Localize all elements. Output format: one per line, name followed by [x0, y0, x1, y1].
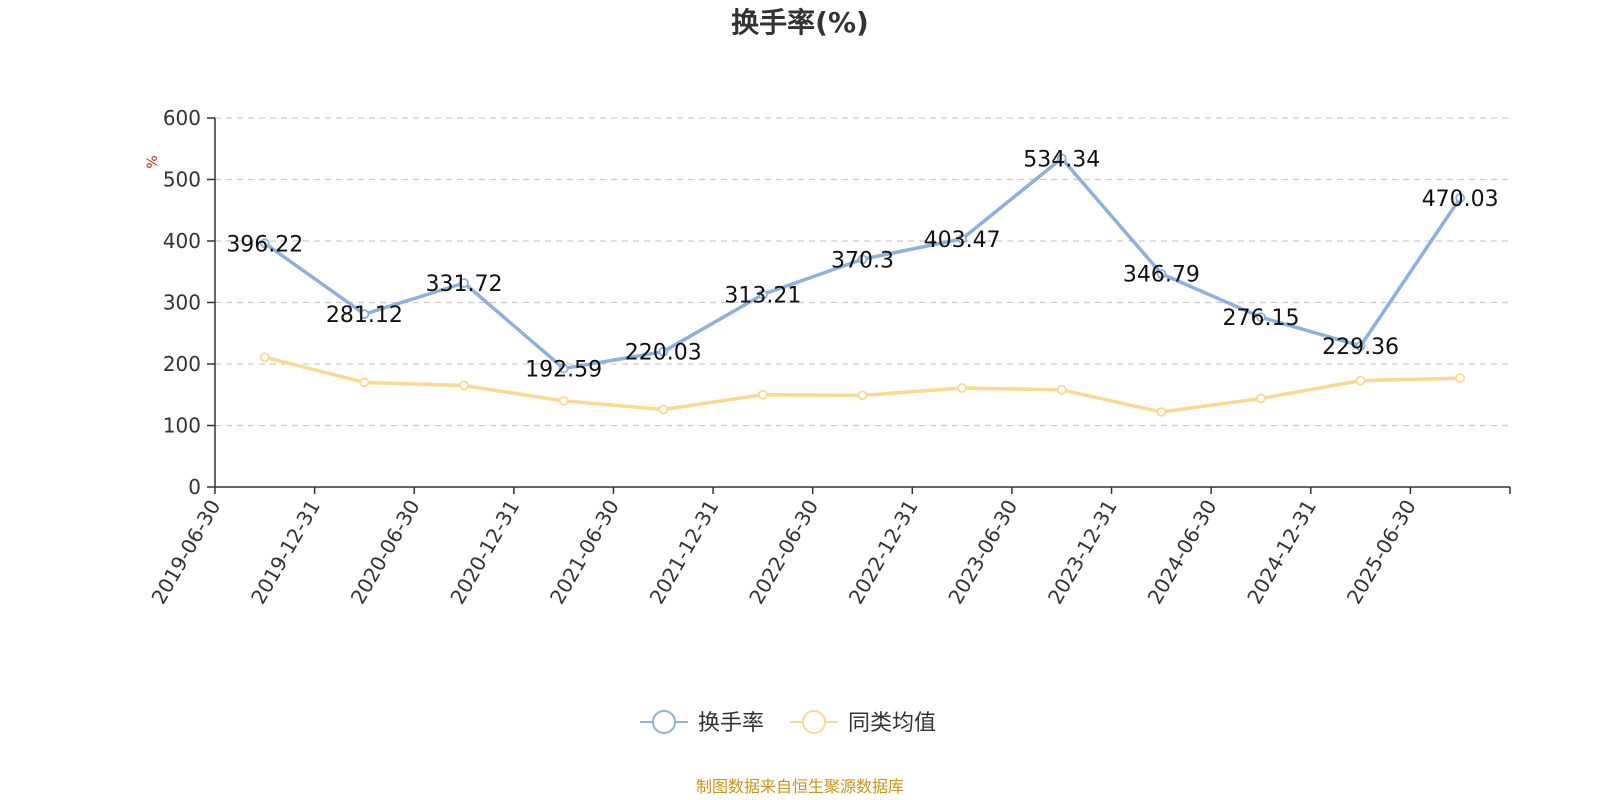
- data-point[interactable]: [359, 377, 370, 388]
- data-point[interactable]: [459, 278, 469, 288]
- legend-marker: [802, 710, 826, 734]
- x-tick-label: 2022-06-30: [744, 496, 823, 609]
- data-label: 192.59: [525, 358, 602, 383]
- data-label: 396.22: [226, 232, 303, 257]
- data-label: 534.34: [1023, 147, 1100, 172]
- x-tick-label: 2019-06-30: [146, 496, 225, 609]
- data-label: 370.3: [831, 248, 894, 273]
- data-point[interactable]: [1455, 373, 1466, 384]
- y-tick-label: 500: [163, 168, 201, 192]
- x-tick-label: 2022-12-31: [844, 495, 923, 608]
- x-tick-label: 2024-06-30: [1143, 496, 1222, 609]
- series-group: [259, 153, 1466, 417]
- data-point[interactable]: [1455, 193, 1466, 203]
- data-point[interactable]: [1056, 384, 1067, 395]
- data-point[interactable]: [658, 346, 669, 357]
- series-line: [264, 355, 1461, 414]
- data-point[interactable]: [957, 383, 968, 393]
- y-tick-label: 200: [163, 352, 201, 376]
- data-label: 313.21: [724, 283, 801, 308]
- legend-label[interactable]: 同类均值: [848, 711, 936, 736]
- data-label: 229.36: [1322, 335, 1399, 360]
- data-point[interactable]: [957, 233, 968, 244]
- y-tick-label: 400: [163, 229, 201, 253]
- y-tick-label: 300: [163, 291, 201, 315]
- data-label: 403.47: [924, 228, 1001, 253]
- y-axis-ticks: 0 100 200 300 400 500 600: [163, 106, 215, 499]
- data-label: 346.79: [1123, 263, 1200, 288]
- y-tick-label: 100: [163, 414, 201, 438]
- data-point[interactable]: [1156, 268, 1167, 279]
- data-label: 331.72: [426, 272, 503, 297]
- data-point[interactable]: [857, 390, 868, 401]
- data-point[interactable]: [1256, 393, 1266, 404]
- data-label: 276.15: [1222, 306, 1299, 331]
- data-point[interactable]: [658, 404, 669, 415]
- data-point[interactable]: [757, 289, 768, 300]
- data-label: 281.12: [326, 303, 403, 328]
- data-source-note: 制图数据来自恒生聚源数据库: [696, 777, 904, 796]
- data-point[interactable]: [459, 380, 469, 391]
- legend-label[interactable]: 换手率: [698, 711, 764, 736]
- x-axis-ticks: 2019-06-30 2019-12-31 2020-06-30 2020-12-31…: [146, 487, 1511, 609]
- data-point[interactable]: [259, 352, 270, 363]
- data-point[interactable]: [757, 389, 768, 400]
- data-point[interactable]: [359, 309, 370, 320]
- x-tick-label: 2020-12-31: [445, 496, 524, 609]
- data-point[interactable]: [1256, 312, 1266, 323]
- data-point[interactable]: [1056, 153, 1067, 164]
- data-point[interactable]: [1156, 407, 1167, 417]
- data-point[interactable]: [259, 238, 270, 249]
- data-point[interactable]: [558, 363, 569, 374]
- y-axis-unit: %: [145, 155, 161, 168]
- x-tick-label: 2020-06-30: [346, 496, 425, 609]
- data-labels: 396.22 281.12 331.72 192.59 220.03 313.21 370.…: [226, 147, 1498, 382]
- x-tick-label: 2021-06-30: [545, 496, 624, 609]
- data-point[interactable]: [1355, 375, 1366, 386]
- x-tick-label: 2021-12-31: [645, 496, 724, 609]
- axes: [214, 118, 1510, 488]
- x-tick-label: 2023-06-30: [943, 496, 1022, 609]
- x-tick-label: 2024-12-31: [1242, 496, 1321, 609]
- data-label: 470.03: [1422, 187, 1499, 212]
- x-tick-label: 2025-06-30: [1342, 496, 1421, 609]
- data-point[interactable]: [857, 254, 868, 265]
- y-tick-label: 0: [188, 475, 201, 499]
- data-point[interactable]: [558, 395, 569, 406]
- legend-marker: [652, 710, 676, 734]
- chart-title: 换手率(%): [731, 6, 869, 39]
- legend[interactable]: 换手率 同类均值: [640, 710, 936, 736]
- data-label: 220.03: [625, 341, 702, 366]
- x-tick-label: 2023-12-31: [1043, 496, 1122, 609]
- x-tick-label: 2019-12-31: [246, 496, 325, 609]
- data-point[interactable]: [1355, 341, 1366, 351]
- y-tick-label: 600: [163, 106, 201, 130]
- grid-lines: [215, 117, 1510, 427]
